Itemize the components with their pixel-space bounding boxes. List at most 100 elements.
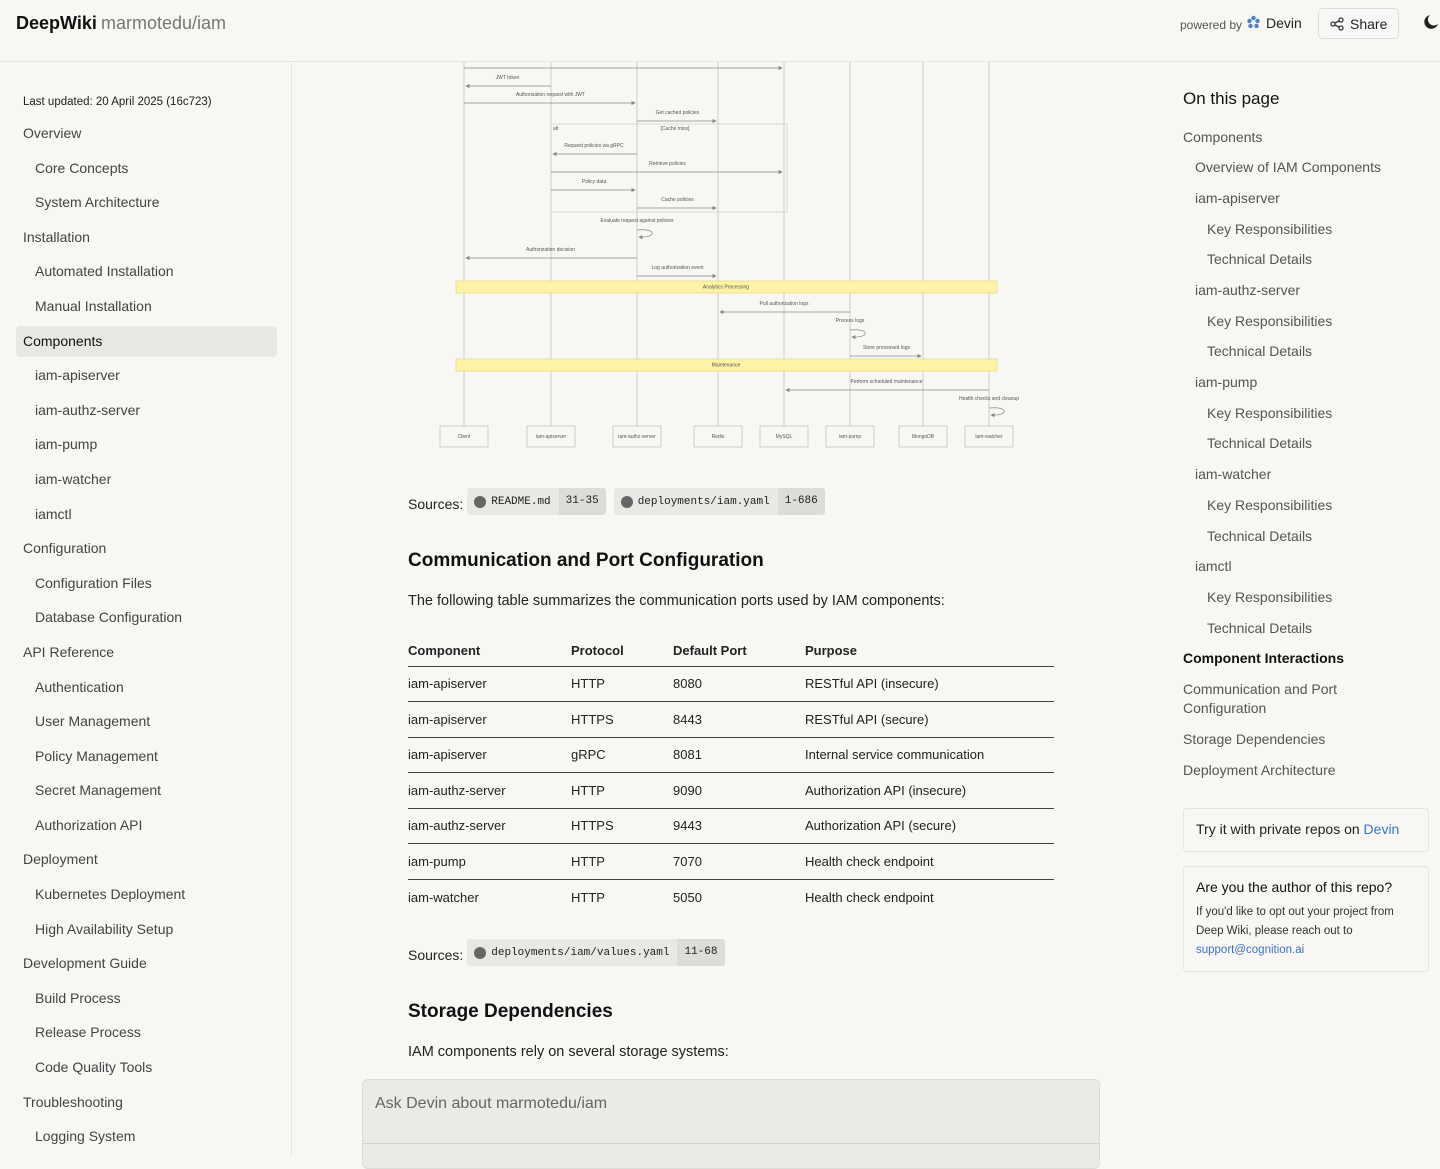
nav-subitem[interactable]: iam-pump [35,436,98,453]
nav-subitem[interactable]: Release Process [35,1024,141,1041]
table-cell: iam-apiserver [408,666,571,702]
nav-subitem[interactable]: iam-apiserver [35,367,120,384]
share-icon [1330,17,1344,31]
nav-subitem[interactable]: Secret Management [35,782,162,799]
nav-subitem[interactable]: User Management [35,713,151,730]
repo-name[interactable]: marmotedu/iam [101,13,227,33]
source-chip[interactable]: deployments/iam.yaml 1-686 [613,488,825,515]
nav-item[interactable]: Development Guide [23,955,147,972]
toc-item[interactable]: Overview of IAM Components [1195,159,1381,176]
github-icon [474,946,487,959]
nav-subitem[interactable]: Code Quality Tools [35,1059,153,1076]
table-cell: Authorization API (insecure) [805,772,1054,809]
table-of-contents: On this page Components Overview of IAM C… [1183,89,1423,786]
sources: Sources: deployments/iam/values.yaml 11-68 [408,939,725,966]
powered-by: powered by [1180,18,1243,32]
nav-subitem[interactable]: Build Process [35,989,121,1006]
email-link[interactable]: support@cognition.ai [1196,944,1305,956]
nav-subitem[interactable]: iam-authz-server [35,401,141,418]
nav-subitem[interactable]: Manual Installation [35,297,152,314]
toc-item[interactable]: Communication and Port Configuration [1183,680,1338,717]
toc-item[interactable]: Key Responsibilities [1207,588,1333,605]
toc-item[interactable]: Technical Details [1207,435,1313,452]
sources: Sources: README.md 31-35 deployments/iam.ya… [408,488,825,515]
brand[interactable]: DeepWiki [16,13,97,33]
toc-item[interactable]: iam-pump [1195,374,1258,391]
table-cell: 8081 [673,737,805,773]
toc-item[interactable]: Technical Details [1207,343,1313,360]
chip-file: deployments/iam.yaml [614,495,778,508]
table-cell: 8443 [673,701,805,738]
toc-item[interactable]: Key Responsibilities [1207,404,1333,421]
chip-file: deployments/iam/values.yaml [467,946,677,959]
nav-item[interactable]: Installation [23,228,90,245]
self-message [988,407,1005,418]
share-button[interactable]: Share [1318,8,1399,39]
column-header: Component [408,636,571,667]
theme-toggle[interactable] [1421,13,1440,32]
table-cell: HTTP [571,889,605,905]
card-text: If you'd like to opt out your project fr… [1196,906,1394,937]
nav-item[interactable]: Overview [23,125,82,141]
file-name: deployments/iam.yaml [637,495,770,508]
nav-subitem[interactable]: Database Configuration [35,609,183,626]
table-cell: iam-pump [408,843,571,880]
nav-subitem[interactable]: Logging System [35,1128,136,1145]
nav-subitem[interactable]: Authentication [35,678,124,695]
ask-placeholder[interactable]: Ask Devin about marmotedu/iam [375,1095,608,1112]
toc-item[interactable]: iam-apiserver [1195,189,1280,206]
message-label: Log authorization event [652,265,705,271]
nav-subitem[interactable]: Authorization API [35,816,143,833]
nav-subitem[interactable]: Automated Installation [35,263,174,280]
toc-item[interactable]: Component Interactions [1183,650,1345,667]
table-row: iam-apiserver HTTPS 8443 RESTful API (secur… [408,701,1054,738]
nav-subitem[interactable]: iam-watcher [35,470,112,487]
sources-label: Sources: [408,946,464,963]
file-name: README.md [491,495,551,508]
nav-subitem[interactable]: High Availability Setup [35,920,174,937]
toc-item[interactable]: Key Responsibilities [1207,496,1333,513]
nav-item[interactable]: Troubleshooting [23,1093,123,1110]
nav-subitem[interactable]: Kubernetes Deployment [35,886,186,903]
devin-link[interactable]: Devin [1266,15,1302,31]
alt-label: alt [553,126,559,132]
nav-item[interactable]: Configuration [23,540,107,557]
toc-item[interactable]: iamctl [1195,558,1232,575]
line-range: 1-686 [777,488,825,515]
private-repos-card: Try it with private repos on Devin [1183,808,1429,852]
source-chip[interactable]: README.md 31-35 [467,488,606,515]
toc-item[interactable]: Deployment Architecture [1183,761,1336,778]
toc-item[interactable]: Technical Details [1207,619,1313,636]
toc-item[interactable]: Key Responsibilities [1207,220,1333,237]
line-range: 11-68 [677,939,725,966]
last-updated: Last updated: 20 April 2025 (16c723) [23,96,212,108]
source-chip[interactable]: deployments/iam/values.yaml 11-68 [467,939,725,966]
participant-box [693,425,743,448]
toc-item[interactable]: iam-authz-server [1195,282,1301,299]
toc-item[interactable]: Technical Details [1207,251,1313,268]
message-label: Cache policies [661,197,694,203]
nav-subitem[interactable]: iamctl [35,505,72,522]
nav-item[interactable]: Deployment [23,851,98,868]
column-header: Purpose [805,636,1054,667]
message-label: Request policies via gRPC [564,143,624,149]
nav-item[interactable]: API Reference [23,643,115,660]
table-cell: iam-watcher [408,889,479,905]
nav-subitem[interactable]: System Architecture [35,194,160,211]
nav-subitem[interactable]: Configuration Files [35,574,152,591]
table-cell: Health check endpoint [805,889,934,905]
nav-subitem[interactable]: Policy Management [35,747,158,764]
column-header: Protocol [571,636,673,667]
nav-item[interactable]: Components [16,326,277,358]
toc-item[interactable]: Key Responsibilities [1207,312,1333,329]
nav-subitem[interactable]: Core Concepts [35,159,129,176]
self-message [636,229,653,240]
participant-box [439,425,489,448]
ask-box[interactable]: Ask Devin about marmotedu/iam [362,1079,1100,1169]
toc-item[interactable]: Storage Dependencies [1183,731,1326,748]
toc-item[interactable]: iam-watcher [1195,466,1272,483]
devin-link[interactable]: Devin [1363,821,1400,837]
toc-item[interactable]: Components [1183,128,1263,145]
toc-item[interactable]: Technical Details [1207,527,1313,544]
